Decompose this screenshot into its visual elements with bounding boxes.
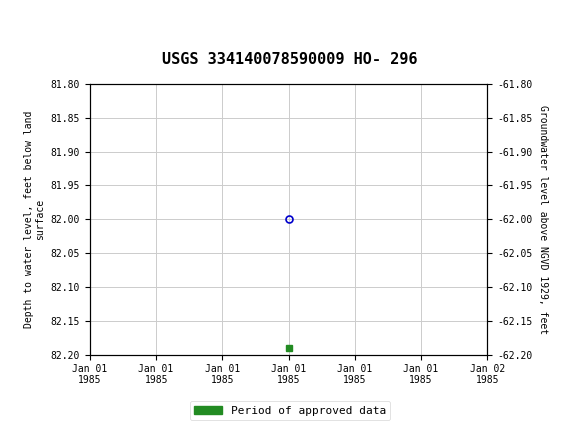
Legend: Period of approved data: Period of approved data (190, 401, 390, 420)
Y-axis label: Depth to water level, feet below land
surface: Depth to water level, feet below land su… (24, 111, 45, 328)
Y-axis label: Groundwater level above NGVD 1929, feet: Groundwater level above NGVD 1929, feet (538, 105, 548, 334)
Text: USGS: USGS (67, 10, 122, 28)
Text: USGS 334140078590009 HO- 296: USGS 334140078590009 HO- 296 (162, 52, 418, 67)
